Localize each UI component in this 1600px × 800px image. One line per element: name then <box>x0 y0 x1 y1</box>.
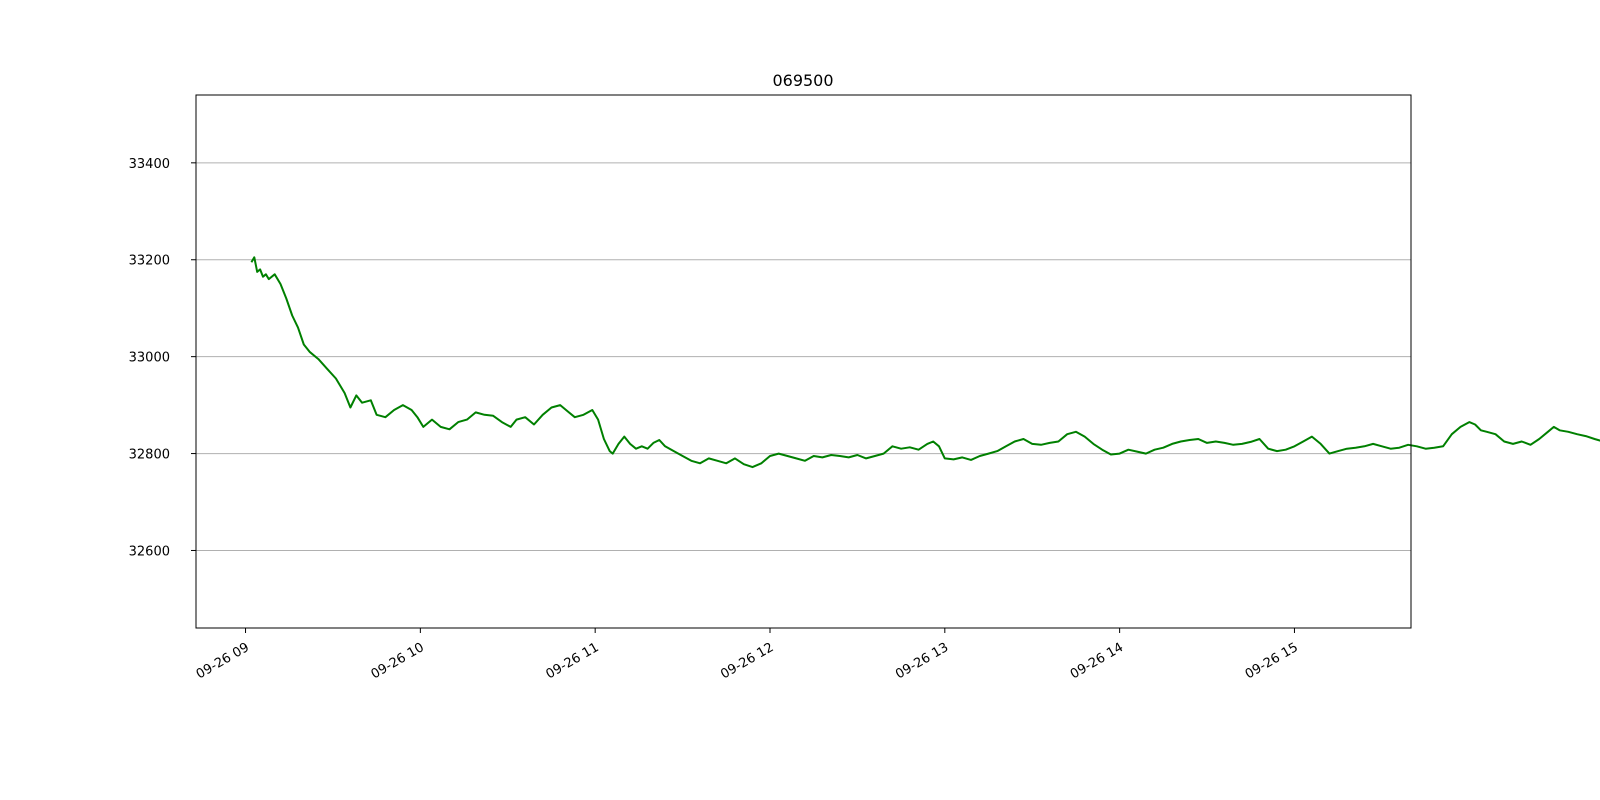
series-layer <box>250 256 1600 469</box>
y-tick-label: 33000 <box>129 351 170 366</box>
y-axis: 32600 32800 33000 33200 33400 <box>129 157 196 559</box>
y-tick-label: 32600 <box>129 544 170 559</box>
y-tick-label: 33400 <box>129 157 170 172</box>
chart-title: 069500 <box>772 71 833 90</box>
gridlines <box>196 162 1411 551</box>
series-line <box>250 256 1600 469</box>
plot-area-frame <box>195 94 1412 629</box>
y-tick-label: 32800 <box>129 448 170 463</box>
y-tick-label: 33200 <box>129 254 170 269</box>
